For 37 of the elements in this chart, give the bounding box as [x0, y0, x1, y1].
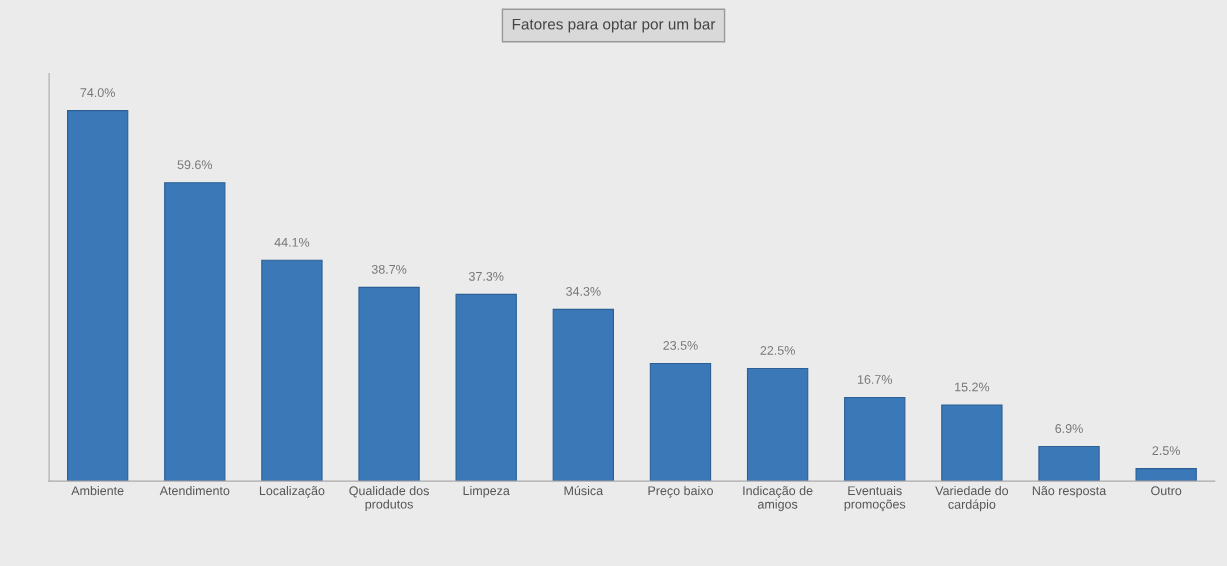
x-tick-label: Música: [564, 485, 604, 496]
data-label: 2.5%: [1152, 446, 1180, 455]
bar: [552, 308, 615, 482]
x-tick-label: Eventuais promoções: [844, 485, 906, 512]
data-label: 16.7%: [857, 375, 893, 384]
data-label: 44.1%: [274, 237, 310, 247]
x-tick-label: Ambiente: [71, 485, 124, 496]
bar: [844, 396, 906, 482]
bar: [66, 110, 129, 482]
x-tick-label: Variedade do cardápio: [935, 485, 1009, 512]
chart-title: Fatores para optar por um bar: [512, 18, 716, 33]
data-label: 34.3%: [566, 286, 601, 296]
bar: [455, 293, 517, 482]
data-label: 23.5%: [663, 341, 698, 350]
x-tick-label: Não resposta: [1032, 486, 1107, 498]
data-label: 59.6%: [177, 160, 213, 170]
bar: [746, 367, 809, 482]
x-tick-label: Limpeza: [463, 485, 510, 498]
x-tick-label: Indicação de amigos: [743, 485, 813, 512]
bar: [649, 362, 712, 482]
x-tick-label: Localização: [259, 485, 325, 498]
data-label: 38.7%: [371, 264, 407, 274]
data-label: 37.3%: [468, 271, 504, 281]
x-tick-label: Atendimento: [159, 485, 230, 496]
bar: [1038, 446, 1100, 482]
bar: [261, 259, 323, 482]
bar: [941, 404, 1003, 482]
bar: [164, 182, 226, 482]
x-tick-label: Preço baixo: [648, 485, 713, 498]
x-tick-label: Qualidade dos produtos: [349, 485, 429, 512]
data-label: 6.9%: [1055, 424, 1083, 433]
bar: [1135, 468, 1197, 482]
x-tick-label: Outro: [1151, 486, 1182, 496]
data-label: 74.0%: [80, 88, 115, 98]
bar: [358, 286, 420, 482]
data-label: 15.2%: [955, 382, 990, 392]
data-label: 22.5%: [760, 346, 795, 355]
